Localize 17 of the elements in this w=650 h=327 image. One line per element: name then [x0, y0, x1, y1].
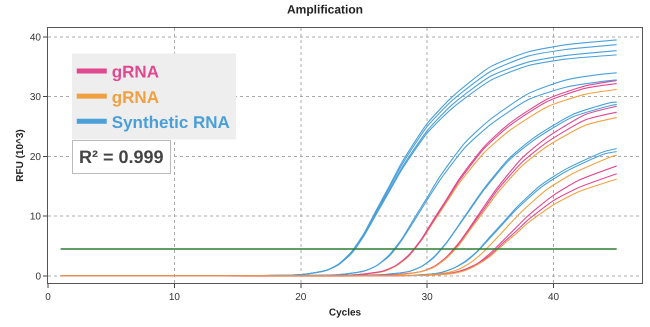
- chart-title: Amplification: [286, 2, 364, 16]
- x-tick-label: 0: [45, 292, 52, 303]
- y-tick-label: 30: [30, 92, 42, 104]
- legend-label: gRNA: [112, 62, 159, 82]
- legend-label: Synthetic RNA: [112, 112, 230, 132]
- x-axis-title: Cycles: [328, 308, 362, 318]
- y-tick-label: 40: [30, 32, 42, 44]
- legend-label: gRNA: [112, 88, 159, 107]
- x-tick-label: 20: [295, 292, 307, 303]
- y-axis-title: RFU (10^3): [14, 129, 26, 182]
- x-tick-label: 40: [548, 292, 560, 303]
- y-tick-label: 20: [30, 152, 42, 163]
- x-tick-label: 10: [168, 292, 180, 303]
- annotation: R² = 0.999: [79, 147, 164, 167]
- y-tick-label: 10: [30, 212, 42, 223]
- y-tick-label: 0: [35, 271, 42, 282]
- x-tick-label: 30: [422, 292, 434, 303]
